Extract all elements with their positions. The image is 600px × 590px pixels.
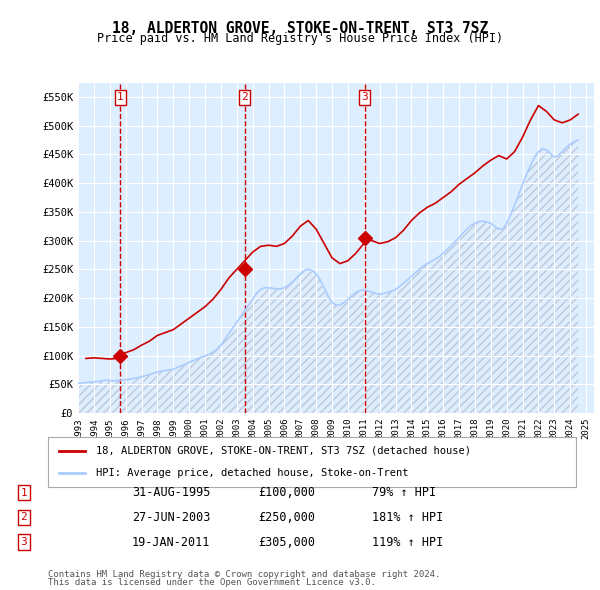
Text: Price paid vs. HM Land Registry's House Price Index (HPI): Price paid vs. HM Land Registry's House … <box>97 32 503 45</box>
Text: 79% ↑ HPI: 79% ↑ HPI <box>372 486 436 499</box>
Text: 119% ↑ HPI: 119% ↑ HPI <box>372 536 443 549</box>
Text: 18, ALDERTON GROVE, STOKE-ON-TRENT, ST3 7SZ (detached house): 18, ALDERTON GROVE, STOKE-ON-TRENT, ST3 … <box>95 445 470 455</box>
Text: £305,000: £305,000 <box>258 536 315 549</box>
Text: 27-JUN-2003: 27-JUN-2003 <box>132 511 211 524</box>
Text: £250,000: £250,000 <box>258 511 315 524</box>
Text: 1: 1 <box>117 93 124 103</box>
Text: 31-AUG-1995: 31-AUG-1995 <box>132 486 211 499</box>
Text: 3: 3 <box>20 537 28 547</box>
Text: 2: 2 <box>241 93 248 103</box>
Text: 19-JAN-2011: 19-JAN-2011 <box>132 536 211 549</box>
Text: £100,000: £100,000 <box>258 486 315 499</box>
Text: 2: 2 <box>20 513 28 522</box>
Text: HPI: Average price, detached house, Stoke-on-Trent: HPI: Average price, detached house, Stok… <box>95 468 408 478</box>
Text: This data is licensed under the Open Government Licence v3.0.: This data is licensed under the Open Gov… <box>48 578 376 587</box>
Text: 181% ↑ HPI: 181% ↑ HPI <box>372 511 443 524</box>
Text: 1: 1 <box>20 488 28 497</box>
Text: 3: 3 <box>361 93 368 103</box>
Text: Contains HM Land Registry data © Crown copyright and database right 2024.: Contains HM Land Registry data © Crown c… <box>48 571 440 579</box>
Text: 18, ALDERTON GROVE, STOKE-ON-TRENT, ST3 7SZ: 18, ALDERTON GROVE, STOKE-ON-TRENT, ST3 … <box>112 21 488 35</box>
